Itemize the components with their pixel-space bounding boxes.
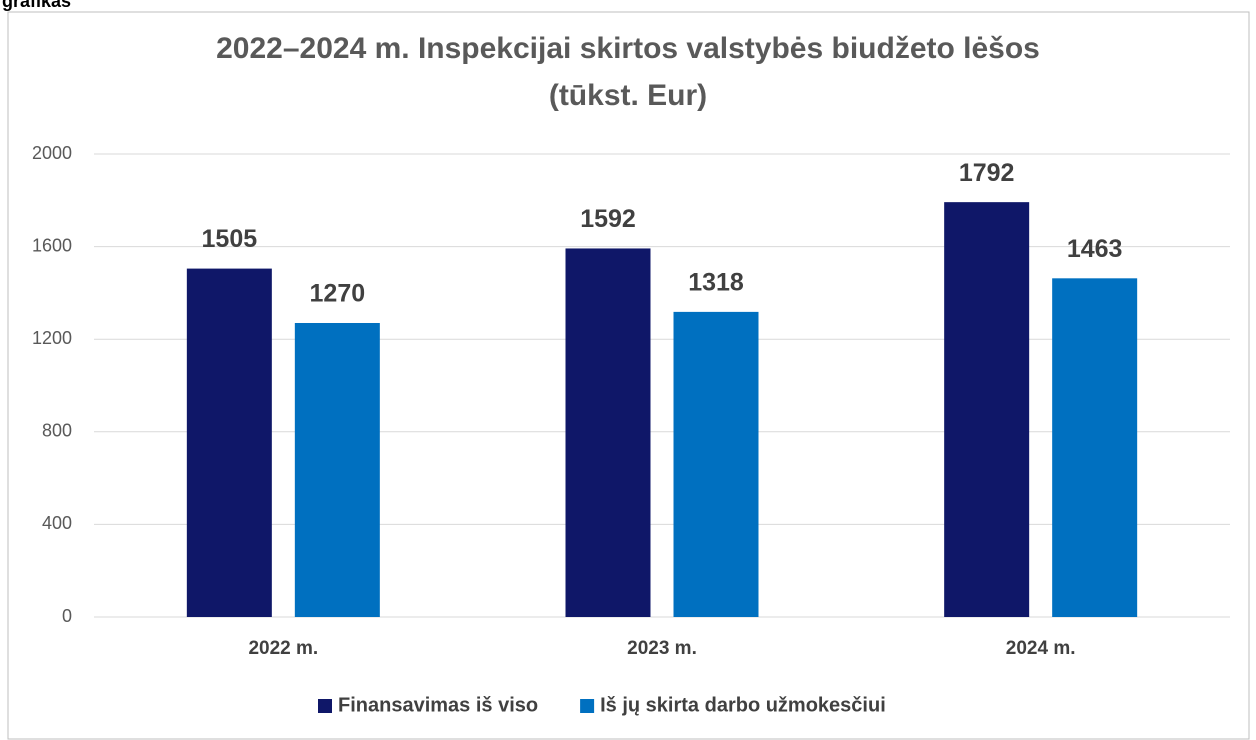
bar xyxy=(294,322,380,617)
y-tick-label: 800 xyxy=(42,421,72,441)
caption: grafikas xyxy=(2,0,71,11)
legend-label: Finansavimas iš viso xyxy=(338,694,538,716)
bar xyxy=(186,268,272,617)
x-tick-label: 2023 m. xyxy=(627,638,697,659)
data-label: 1318 xyxy=(688,268,744,296)
data-label: 1270 xyxy=(310,280,366,308)
y-tick-label: 1600 xyxy=(32,235,72,255)
bar xyxy=(673,311,759,617)
data-label: 1505 xyxy=(202,225,258,253)
data-label: 1792 xyxy=(959,159,1015,187)
y-tick-label: 400 xyxy=(42,513,72,533)
data-label: 1463 xyxy=(1067,235,1123,263)
x-tick-label: 2024 m. xyxy=(1006,638,1076,659)
bar xyxy=(1052,278,1138,617)
y-tick-label: 2000 xyxy=(32,143,72,163)
legend-swatch xyxy=(580,699,595,713)
legend-swatch xyxy=(318,699,332,713)
chart-title: 2022–2024 m. Inspekcijai skirtos valstyb… xyxy=(216,32,1040,65)
chart-title: (tūkst. Eur) xyxy=(549,79,707,112)
bar xyxy=(944,202,1030,618)
data-label: 1592 xyxy=(580,205,636,233)
y-tick-label: 0 xyxy=(62,606,72,626)
x-tick-label: 2022 m. xyxy=(248,638,318,659)
bar xyxy=(565,248,651,617)
y-tick-label: 1200 xyxy=(32,328,72,348)
legend-label: Iš jų skirta darbo užmokesčiui xyxy=(600,694,886,716)
